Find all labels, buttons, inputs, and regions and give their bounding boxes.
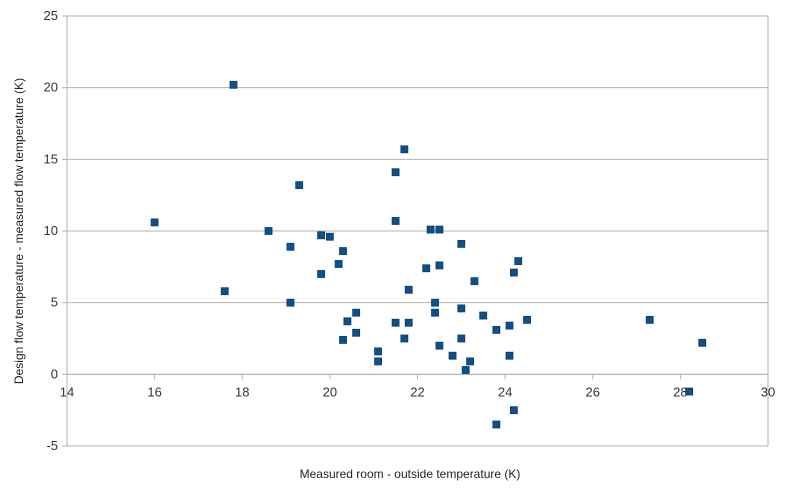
x-tick-label: 16 bbox=[147, 384, 161, 399]
data-point bbox=[404, 318, 413, 327]
y-axis-tick-labels: -5 0 5 10 15 20 25 bbox=[44, 8, 58, 453]
y-tick-label: 20 bbox=[44, 80, 58, 95]
x-axis-title: Measured room - outside temperature (K) bbox=[300, 467, 521, 481]
data-point bbox=[391, 318, 400, 327]
data-point bbox=[374, 347, 382, 356]
y-tick-label: 15 bbox=[44, 151, 58, 166]
data-point bbox=[431, 308, 439, 317]
data-point bbox=[422, 264, 431, 273]
data-point bbox=[435, 225, 444, 234]
data-point bbox=[461, 366, 470, 374]
y-tick-label: 5 bbox=[51, 295, 58, 310]
data-point bbox=[645, 315, 654, 324]
data-point bbox=[457, 334, 466, 343]
data-point bbox=[404, 285, 413, 294]
data-point bbox=[505, 351, 514, 360]
data-point bbox=[466, 357, 474, 366]
data-point bbox=[229, 80, 238, 89]
data-point bbox=[220, 287, 229, 296]
data-point bbox=[400, 145, 409, 154]
data-point bbox=[435, 341, 444, 350]
data-point bbox=[317, 231, 326, 240]
x-axis-tick-labels: 14 16 18 20 22 24 26 28 30 bbox=[60, 384, 775, 399]
data-point bbox=[698, 338, 707, 347]
y-tick-label: 0 bbox=[51, 366, 58, 381]
data-point bbox=[509, 406, 518, 415]
data-point bbox=[325, 232, 334, 241]
data-point bbox=[431, 298, 439, 307]
data-point bbox=[343, 317, 352, 326]
x-tick-label: 24 bbox=[498, 384, 512, 399]
data-point bbox=[685, 387, 694, 396]
y-axis-title: Design flow temperature - measured flow … bbox=[12, 78, 26, 384]
data-point bbox=[317, 270, 326, 278]
data-point bbox=[426, 225, 435, 234]
x-tick-label: 20 bbox=[323, 384, 337, 399]
x-tick-label: 18 bbox=[235, 384, 249, 399]
x-tick-label: 14 bbox=[60, 384, 74, 399]
gridlines bbox=[67, 15, 768, 447]
data-point bbox=[509, 268, 518, 277]
y-tick-label: -5 bbox=[46, 438, 58, 453]
data-point bbox=[339, 247, 347, 255]
data-point bbox=[391, 168, 400, 177]
data-point bbox=[523, 315, 531, 324]
x-tick-label: 22 bbox=[410, 384, 424, 399]
data-point bbox=[492, 325, 501, 334]
data-point bbox=[514, 257, 523, 266]
data-points bbox=[150, 80, 707, 429]
data-point bbox=[150, 218, 159, 227]
data-point bbox=[492, 420, 501, 429]
data-point bbox=[374, 357, 382, 366]
data-point bbox=[457, 304, 466, 313]
data-point bbox=[448, 351, 457, 360]
x-tick-label: 26 bbox=[586, 384, 600, 399]
data-point bbox=[391, 217, 400, 225]
x-tick-label: 30 bbox=[761, 384, 775, 399]
data-point bbox=[400, 334, 409, 343]
data-point bbox=[339, 336, 347, 344]
data-point bbox=[286, 242, 295, 251]
y-tick-label: 10 bbox=[44, 223, 58, 238]
data-point bbox=[334, 260, 343, 268]
data-point bbox=[264, 227, 273, 235]
data-point bbox=[286, 298, 295, 307]
data-point bbox=[470, 277, 479, 286]
y-tick-label: 25 bbox=[44, 8, 58, 23]
x-tick-label: 28 bbox=[673, 384, 687, 399]
data-point bbox=[435, 261, 444, 270]
data-point bbox=[457, 239, 466, 248]
data-point bbox=[352, 328, 361, 337]
axes bbox=[62, 15, 769, 447]
data-point bbox=[505, 321, 514, 330]
data-point bbox=[352, 308, 361, 317]
data-point bbox=[479, 311, 488, 320]
data-point bbox=[295, 181, 304, 190]
